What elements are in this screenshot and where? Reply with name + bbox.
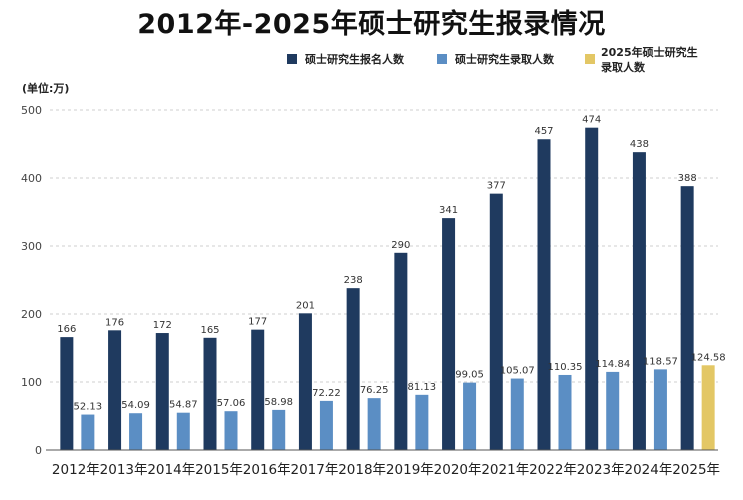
bar-applicants [60,337,74,450]
chart-title: 2012年-2025年硕士研究生报录情况 [137,9,606,40]
bar-applicants [489,193,503,450]
value-label-applicants: 165 [200,325,219,336]
bar-admitted [510,378,524,450]
y-tick-label: 500 [21,104,42,117]
x-tick-label: 2018年 [338,462,386,478]
bar-admitted [272,409,286,450]
bar-applicants [632,152,646,450]
value-label-2025-admitted: 124.58 [691,352,726,363]
x-tick-label: 2023年 [577,462,625,478]
bar-applicants [251,329,265,450]
bar-applicants [442,218,456,450]
legend: 硕士研究生报名人数 硕士研究生录取人数 2025年硕士研究生 录取人数 [287,45,698,74]
value-label-admitted: 99.05 [455,370,484,381]
x-tick-label: 2016年 [243,462,291,478]
x-tick-label: 2017年 [290,462,338,478]
y-tick-label: 300 [21,240,42,253]
value-label-admitted: 105.07 [500,366,535,377]
value-label-admitted: 54.87 [169,400,198,411]
bar-admitted [606,371,620,450]
legend-label-2025-admitted-line1: 2025年硕士研究生 [601,45,698,59]
bar-applicants [537,139,551,451]
bar-applicants [680,186,694,450]
bar-applicants [298,313,312,450]
bar-admitted [176,412,190,450]
bar-admitted [367,398,381,450]
value-label-applicants: 457 [534,126,553,137]
value-label-applicants: 172 [153,320,172,331]
legend-label-admitted: 硕士研究生录取人数 [455,52,555,66]
bar-applicants [108,330,122,450]
y-tick-label: 200 [21,308,42,321]
value-label-applicants: 166 [57,324,76,335]
value-labels: 166 52.13 176 54.09 172 54.87 165 57.06 177 58.98… [57,115,725,413]
legend-swatch-admitted [437,54,447,64]
x-tick-label: 2021年 [481,462,529,478]
value-label-applicants: 176 [105,317,124,328]
unit-label: (单位:万) [22,81,69,95]
bar-admitted [319,400,333,450]
x-tick-label: 2012年 [52,462,100,478]
x-tick-label: 2022年 [529,462,577,478]
x-tick-label: 2019年 [386,462,434,478]
value-label-admitted: 57.06 [217,398,246,409]
bar-admitted [415,394,429,450]
bars [60,127,715,451]
value-label-admitted: 76.25 [360,385,389,396]
x-axis-ticks: 2012年 2013年 2014年 2015年 2016年 2017年 2018年 2019年… [52,462,720,478]
bar-admitted [558,374,572,450]
value-label-applicants: 474 [582,115,601,126]
x-tick-label: 2013年 [100,462,148,478]
bar-applicants [203,337,217,450]
y-tick-label: 400 [21,172,42,185]
bar-applicants [155,333,169,450]
value-label-admitted: 58.98 [264,397,293,408]
value-label-applicants: 388 [678,173,697,184]
bar-admitted [653,369,667,450]
y-axis-ticks: 0 100 200 300 400 500 [21,104,42,457]
value-label-applicants: 238 [344,275,363,286]
x-tick-label: 2014年 [147,462,195,478]
bar-applicants [394,252,408,450]
x-tick-label: 2020年 [434,462,482,478]
value-label-applicants: 377 [487,181,506,192]
x-tick-label: 2015年 [195,462,243,478]
bar-admitted [81,414,95,450]
legend-swatch-applicants [287,54,297,64]
x-tick-label: 2025年 [672,462,720,478]
value-label-admitted: 81.13 [408,382,437,393]
value-label-applicants: 177 [248,317,267,328]
legend-swatch-2025-admitted [585,54,595,64]
legend-label-2025-admitted-line2: 录取人数 [601,60,646,74]
bar-admitted [463,382,477,450]
y-tick-label: 0 [35,444,42,457]
bar-applicants [346,288,360,450]
value-label-applicants: 341 [439,205,458,216]
value-label-applicants: 290 [391,240,410,251]
bar-applicants [585,127,599,451]
bar-admitted [129,413,143,450]
value-label-admitted: 118.57 [643,356,678,367]
value-label-applicants: 201 [296,300,315,311]
y-tick-label: 100 [21,376,42,389]
bar-2025-admitted [701,365,715,450]
value-label-admitted: 110.35 [548,362,583,373]
value-label-admitted: 52.13 [74,402,103,413]
bar-admitted [224,411,238,450]
legend-label-applicants: 硕士研究生报名人数 [305,52,405,66]
grid [50,109,718,383]
value-label-applicants: 438 [630,139,649,150]
value-label-admitted: 72.22 [312,388,341,399]
value-label-admitted: 54.09 [121,400,150,411]
x-tick-label: 2024年 [624,462,672,478]
value-label-admitted: 114.84 [595,359,630,370]
